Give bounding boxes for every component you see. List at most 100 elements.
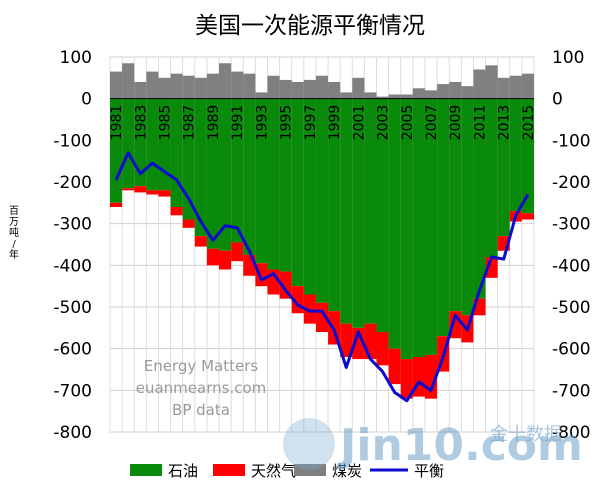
- x-tick-label: 2009: [448, 105, 464, 141]
- y-tick-label-left: -400: [53, 256, 92, 276]
- jin10-logo-icon: [283, 418, 335, 470]
- bar-coal: [340, 92, 353, 99]
- balance-line: [114, 151, 530, 403]
- bar-gas: [219, 250, 232, 270]
- bar-coal: [376, 96, 389, 99]
- y-axis-label-char: 百: [9, 205, 19, 217]
- bar-gas: [146, 190, 159, 195]
- y-tick-label-right: 100: [552, 48, 584, 68]
- y-axis-label-char: 吨: [9, 226, 19, 239]
- bar-oil: [485, 98, 498, 258]
- y-axis-label-char: /: [12, 239, 16, 250]
- x-tick-label: 1999: [327, 105, 343, 141]
- bar-oil: [509, 98, 522, 212]
- y-tick-label-right: -100: [552, 131, 591, 151]
- y-tick-label-right: -400: [552, 256, 591, 276]
- jin10-brand-cn: 金十数据: [490, 424, 562, 445]
- bar-coal: [497, 77, 510, 99]
- bar-oil: [473, 98, 486, 299]
- bar-oil: [521, 98, 534, 214]
- bar-oil: [255, 98, 268, 264]
- bar-oil: [400, 98, 413, 360]
- x-tick-label: 2015: [521, 105, 537, 141]
- bar-coal: [328, 82, 341, 99]
- bar-gas: [231, 242, 244, 262]
- bar-coal: [255, 92, 268, 99]
- jin10-brand: Jin10.com: [340, 420, 583, 471]
- bar-coal: [279, 79, 292, 99]
- bar-gas: [182, 219, 195, 228]
- bar-oil: [461, 98, 474, 316]
- x-tick-label: 2003: [376, 105, 392, 141]
- bar-oil: [352, 98, 365, 328]
- bar-oil: [122, 98, 135, 189]
- bar-coal: [388, 94, 401, 99]
- bar-coal: [303, 79, 316, 99]
- bar-gas: [110, 202, 123, 207]
- bar-gas: [170, 207, 183, 216]
- x-tick-label: 2011: [472, 105, 488, 141]
- bar-gas: [303, 294, 316, 324]
- bar-coal: [509, 75, 522, 99]
- y-axis-label-char: 年: [9, 248, 19, 261]
- y-tick-label-right: -300: [552, 215, 591, 235]
- bar-gas: [134, 186, 147, 193]
- bar-oil: [134, 98, 147, 187]
- bar-oil: [279, 98, 292, 272]
- bar-gas: [194, 236, 207, 247]
- bar-oil: [437, 98, 450, 337]
- y-tick-label-left: -200: [53, 173, 92, 193]
- bar-coal: [182, 75, 195, 99]
- y-tick-label-left: 0: [81, 90, 92, 110]
- bar-coal: [473, 69, 486, 99]
- x-tick-label: 1987: [182, 105, 198, 141]
- bar-oil: [303, 98, 316, 295]
- bar-coal: [315, 75, 329, 99]
- bar-coal: [449, 82, 462, 99]
- watermark-line-3: BP data: [172, 401, 230, 419]
- bar-oil: [194, 98, 207, 237]
- y-tick-label-right: -200: [552, 173, 591, 193]
- bar-gas: [400, 359, 413, 399]
- bar-coal: [424, 90, 438, 99]
- legend-label: 天然气: [251, 462, 296, 480]
- bar-oil: [182, 98, 195, 220]
- x-tick-label: 1981: [109, 105, 125, 141]
- bar-coal: [291, 82, 304, 99]
- y-tick-label-left: -500: [53, 298, 92, 318]
- x-tick-label: 1997: [303, 105, 319, 141]
- bar-coal: [461, 86, 474, 99]
- watermark-line-2: euanmearns.com: [135, 379, 267, 397]
- bar-gas: [122, 188, 135, 191]
- bar-oil: [243, 98, 256, 255]
- bar-oil: [412, 98, 425, 358]
- x-tick-label: 2005: [400, 105, 416, 141]
- bar-coal: [437, 84, 450, 99]
- bar-gas: [206, 248, 220, 266]
- y-tick-label-left: -700: [53, 381, 92, 401]
- y-tick-label-left: -300: [53, 215, 92, 235]
- legend-swatch: [294, 464, 326, 476]
- x-tick-label: 2013: [497, 105, 513, 141]
- bar-gas: [364, 323, 377, 360]
- y-tick-label-left: 100: [60, 48, 92, 68]
- bar-coal: [110, 71, 123, 99]
- legend-swatch: [213, 464, 245, 476]
- bar-coal: [364, 92, 377, 99]
- bar-coal: [400, 94, 413, 99]
- bar-coal: [485, 65, 498, 99]
- bar-coal: [243, 73, 256, 99]
- bar-coal: [122, 63, 135, 99]
- bar-coal: [231, 71, 244, 99]
- bar-oil: [328, 98, 341, 312]
- legend-label: 石油: [168, 462, 198, 480]
- y-tick-label-right: -500: [552, 298, 591, 318]
- bar-coal: [134, 82, 147, 99]
- bar-gas: [521, 213, 534, 220]
- watermark-line-1: Energy Matters: [143, 357, 259, 375]
- bar-oil: [219, 98, 232, 251]
- x-tick-label: 1995: [279, 105, 295, 141]
- bar-gas: [158, 190, 171, 197]
